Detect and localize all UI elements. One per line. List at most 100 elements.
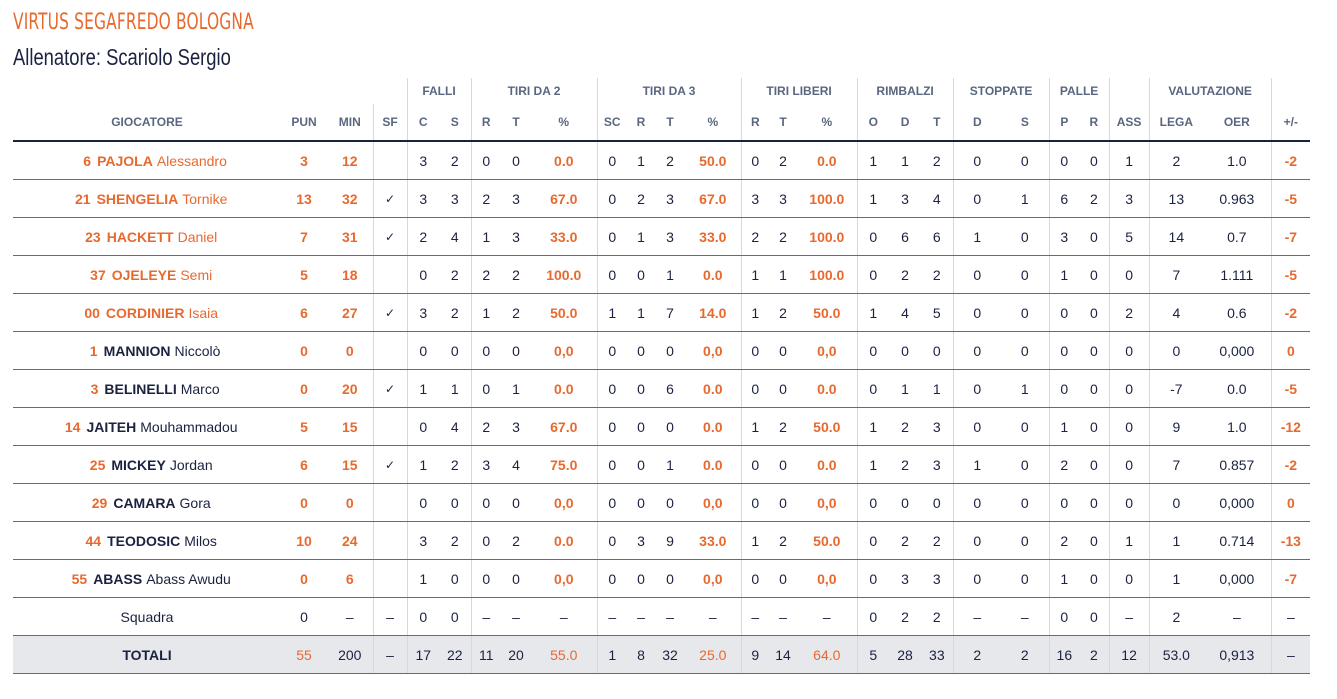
col-header-sf[interactable]: SF: [372, 104, 407, 142]
team-stat-stop-s: –: [1001, 597, 1050, 636]
col-header-t2-t[interactable]: T: [501, 104, 532, 142]
stat-palle-r: 0: [1079, 217, 1110, 256]
col-header-plus-minus[interactable]: +/-: [1270, 104, 1311, 142]
player-first-name[interactable]: Abass Awudu: [146, 570, 231, 587]
player-last-name[interactable]: CORDINIER: [105, 304, 185, 321]
stat-falli-s: 0: [439, 483, 472, 522]
player-last-name[interactable]: OJELEYE: [111, 266, 177, 283]
col-header-tl-t[interactable]: T: [769, 104, 798, 142]
player-cell[interactable]: 25 MICKEY Jordan: [13, 445, 281, 484]
player-first-name[interactable]: Mouhammadou: [140, 418, 238, 435]
col-header-oer[interactable]: OER: [1203, 104, 1272, 142]
player-cell[interactable]: 00 CORDINIER Isaia: [13, 293, 281, 332]
stat-pun: 5: [281, 255, 327, 294]
col-header-palle-r[interactable]: R: [1079, 104, 1110, 142]
stat-t3-t: 3: [655, 179, 686, 218]
player-cell[interactable]: 14 JAITEH Mouhammadou: [13, 407, 281, 446]
player-last-name[interactable]: JAITEH: [86, 418, 137, 435]
stat-min: 15: [327, 407, 373, 446]
stat-rimb-d: 6: [889, 217, 922, 256]
col-header-palle-p[interactable]: P: [1048, 104, 1080, 142]
jersey-number: 00: [84, 304, 100, 321]
col-header-rimb-t[interactable]: T: [921, 104, 954, 142]
stat-palle-p: 0: [1048, 369, 1080, 408]
player-last-name[interactable]: SHENGELIA: [96, 190, 179, 207]
player-cell[interactable]: 29 CAMARA Gora: [13, 483, 281, 522]
stat-t3-t: 3: [655, 217, 686, 256]
col-header-rimb-d[interactable]: D: [889, 104, 922, 142]
col-header-min[interactable]: MIN: [327, 104, 373, 142]
stat-lega: 13: [1148, 179, 1204, 218]
player-last-name[interactable]: MICKEY: [111, 456, 166, 473]
stat-t2-t: 3: [501, 407, 532, 446]
team-stat-lega: 2: [1148, 597, 1204, 636]
col-header-rimb-o[interactable]: O: [856, 104, 890, 142]
col-header-falli-s[interactable]: S: [439, 104, 472, 142]
col-header-t3-sc[interactable]: SC: [596, 104, 628, 142]
player-last-name[interactable]: HACKETT: [106, 228, 174, 245]
col-header-t3-pct[interactable]: %: [685, 104, 742, 142]
player-first-name[interactable]: Daniel: [177, 228, 218, 245]
player-cell[interactable]: 23 HACKETT Daniel: [13, 217, 281, 256]
player-first-name[interactable]: Gora: [179, 494, 211, 511]
stat-stop-s: 0: [1001, 255, 1050, 294]
player-first-name[interactable]: Tornike: [182, 190, 228, 207]
stat-rimb-o: 1: [856, 445, 890, 484]
stat-pun: 0: [281, 369, 327, 408]
total-lega: 53.0: [1148, 635, 1204, 674]
col-header-ass[interactable]: ASS: [1108, 104, 1150, 142]
jersey-number: 21: [75, 190, 91, 207]
stat-t2-t: 2: [501, 521, 532, 560]
stat-falli-s: 1: [439, 369, 472, 408]
stat-stop-d: 0: [952, 559, 1002, 598]
player-cell[interactable]: 55 ABASS Abass Awudu: [13, 559, 281, 598]
col-header-stop-d[interactable]: D: [952, 104, 1002, 142]
player-first-name[interactable]: Semi: [180, 266, 213, 283]
col-header-stop-s[interactable]: S: [1001, 104, 1050, 142]
stat-stop-d: 0: [952, 179, 1002, 218]
player-cell[interactable]: 3 BELINELLI Marco: [13, 369, 281, 408]
stat-t3-sc: 1: [596, 293, 628, 332]
player-first-name[interactable]: Alessandro: [156, 152, 227, 169]
col-header-giocatore[interactable]: GIOCATORE: [13, 104, 281, 142]
player-cell[interactable]: 6 PAJOLA Alessandro: [13, 141, 281, 180]
starter-check-icon: ✓: [372, 179, 407, 218]
player-first-name[interactable]: Marco: [180, 380, 220, 397]
col-header-t3-t[interactable]: T: [655, 104, 686, 142]
player-cell[interactable]: 37 OJELEYE Semi: [13, 255, 281, 294]
stat-stop-s: 1: [1001, 369, 1050, 408]
col-header-t2-pct[interactable]: %: [531, 104, 598, 142]
stat-palle-p: 0: [1048, 331, 1080, 370]
col-header-t2-r[interactable]: R: [470, 104, 502, 142]
stat-rimb-d: 0: [889, 331, 922, 370]
stat-rimb-o: 0: [856, 331, 890, 370]
col-header-falli-c[interactable]: C: [406, 104, 439, 142]
col-header-lega[interactable]: LEGA: [1148, 104, 1204, 142]
player-first-name[interactable]: Isaia: [188, 304, 219, 321]
col-header-tl-pct[interactable]: %: [797, 104, 858, 142]
player-last-name[interactable]: MANNION: [103, 342, 171, 359]
player-cell[interactable]: 44 TEODOSIC Milos: [13, 521, 281, 560]
stat-palle-p: 1: [1048, 407, 1080, 446]
stat-lega: 2: [1148, 141, 1204, 180]
player-first-name[interactable]: Jordan: [169, 456, 213, 473]
stat-falli-c: 3: [406, 521, 439, 560]
col-header-tl-r[interactable]: R: [740, 104, 770, 142]
player-cell[interactable]: 1 MANNION Niccolò: [13, 331, 281, 370]
player-last-name[interactable]: PAJOLA: [97, 152, 153, 169]
player-cell[interactable]: 21 SHENGELIA Tornike: [13, 179, 281, 218]
starter-check-icon: [372, 255, 407, 294]
player-first-name[interactable]: Milos: [184, 532, 217, 549]
stat-palle-p: 0: [1048, 141, 1080, 180]
stat-tl-pct: 0.0: [797, 141, 858, 180]
player-last-name[interactable]: ABASS: [93, 570, 143, 587]
col-header-pun[interactable]: PUN: [281, 104, 327, 142]
player-last-name[interactable]: CAMARA: [113, 494, 176, 511]
team-stat-falli-s: 0: [439, 597, 472, 636]
team-name: VIRTUS SEGAFREDO BOLOGNA: [13, 10, 254, 35]
player-last-name[interactable]: BELINELLI: [104, 380, 177, 397]
stat-t2-pct: 100.0: [531, 255, 598, 294]
col-header-t3-r[interactable]: R: [627, 104, 656, 142]
player-last-name[interactable]: TEODOSIC: [107, 532, 181, 549]
player-first-name[interactable]: Niccolò: [174, 342, 221, 359]
